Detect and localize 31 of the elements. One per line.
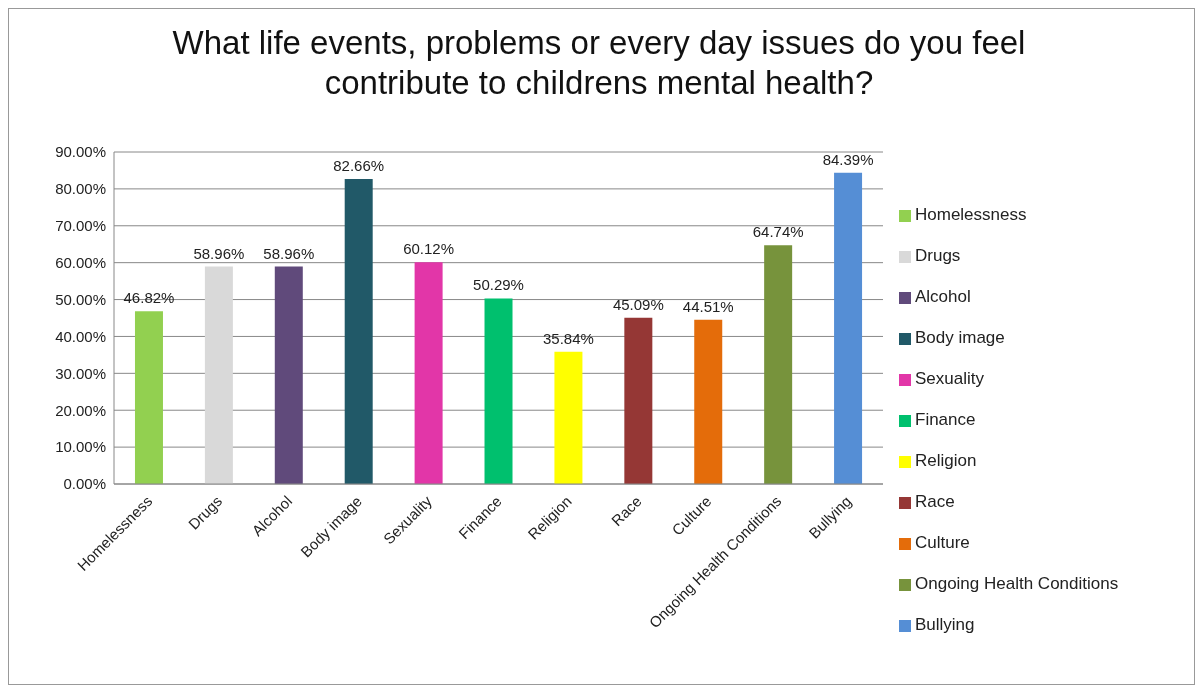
legend-label: Alcohol bbox=[915, 287, 971, 306]
data-label: 82.66% bbox=[333, 157, 385, 175]
y-tick-label: 90.00% bbox=[55, 143, 106, 161]
y-tick-label: 70.00% bbox=[55, 217, 106, 235]
data-label: 84.39% bbox=[822, 150, 874, 168]
y-tick-label: 20.00% bbox=[55, 401, 106, 419]
legend-label: Ongoing Health Conditions bbox=[915, 574, 1119, 593]
y-tick-label: 30.00% bbox=[55, 364, 106, 382]
legend-label: Sexuality bbox=[915, 369, 984, 388]
y-tick-label: 10.00% bbox=[55, 438, 106, 456]
legend-label: Bullying bbox=[915, 615, 975, 634]
data-label: 35.84% bbox=[542, 329, 594, 347]
chart-title: What life events, problems or every day issues do you feel contribute to childrens mental health? bbox=[171, 23, 1027, 103]
data-label: 64.74% bbox=[752, 223, 804, 241]
legend-label: Drugs bbox=[915, 246, 961, 265]
data-label: 58.96% bbox=[263, 244, 315, 262]
legend-label: Body image bbox=[915, 328, 1005, 347]
data-label: 58.96% bbox=[193, 244, 245, 262]
data-label: 50.29% bbox=[473, 276, 524, 294]
y-tick-label: 60.00% bbox=[55, 253, 106, 271]
data-label: 44.51% bbox=[682, 297, 734, 315]
y-tick-label: 50.00% bbox=[55, 290, 106, 308]
legend-label: Homelessness bbox=[915, 205, 1027, 224]
legend-label: Finance bbox=[915, 410, 976, 429]
y-tick-label: 40.00% bbox=[55, 327, 106, 345]
data-label: 46.82% bbox=[123, 289, 175, 307]
legend-label: Religion bbox=[915, 451, 977, 470]
data-label: 60.12% bbox=[403, 240, 455, 258]
y-tick-label: 0.00% bbox=[63, 475, 106, 493]
y-tick-label: 80.00% bbox=[55, 180, 106, 198]
data-label: 45.09% bbox=[612, 295, 664, 313]
